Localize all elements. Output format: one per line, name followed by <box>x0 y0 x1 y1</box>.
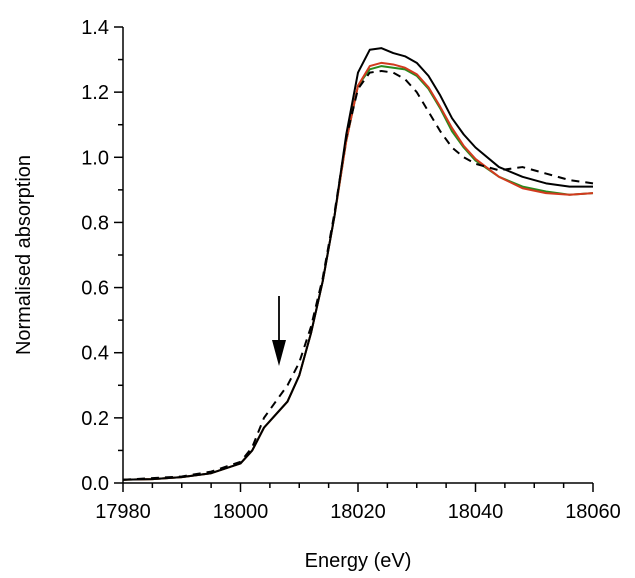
x-tick-label: 17980 <box>95 501 151 523</box>
x-tick-label: 18020 <box>330 501 386 523</box>
series-line <box>122 47 593 481</box>
x-tick-label: 18060 <box>565 501 621 523</box>
y-tick-label: 1.4 <box>81 17 109 39</box>
y-tick-label: 0.0 <box>81 473 109 495</box>
series-line <box>122 65 594 481</box>
y-axis-title: Normalised absorption <box>13 155 35 355</box>
y-tick-label: 1.2 <box>81 82 109 104</box>
x-axis-title: Energy (eV) <box>305 550 412 572</box>
y-tick-label: 0.8 <box>81 212 109 234</box>
arrow-annotation <box>272 296 286 366</box>
y-tick-label: 0.4 <box>81 343 109 365</box>
y-tick-label: 0.2 <box>81 408 109 430</box>
x-tick-label: 18000 <box>213 501 269 523</box>
series-line <box>122 69 594 481</box>
y-tick-label: 0.6 <box>81 278 109 300</box>
series-line <box>122 61 594 481</box>
x-tick-label: 18040 <box>448 501 504 523</box>
y-tick-label: 1.0 <box>81 147 109 169</box>
